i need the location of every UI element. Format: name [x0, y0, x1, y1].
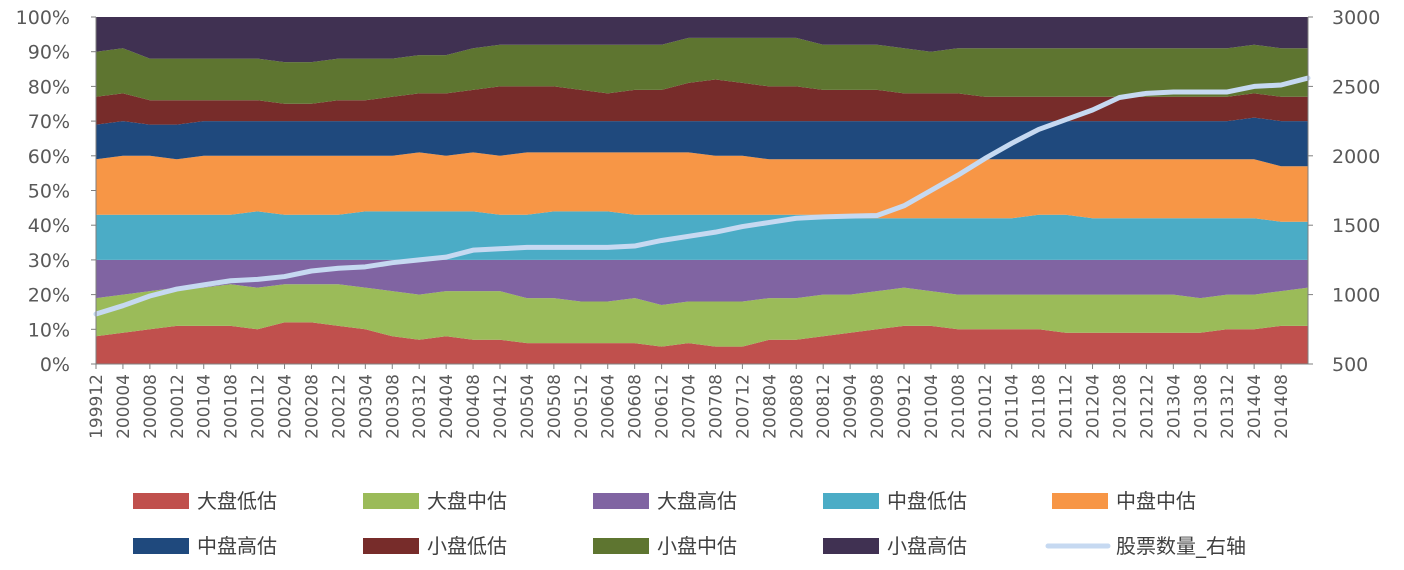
x-tick-label: 200204: [276, 374, 296, 439]
x-tick-label: 200604: [599, 374, 619, 439]
legend-swatch: [593, 538, 649, 554]
x-tick-label: 200904: [841, 374, 861, 439]
axes-group: 0% 10% 20% 30% 40% 50% 60% 70% 80% 90% 100% 500 1000…: [16, 7, 1381, 439]
legend-label: 股票数量_右轴: [1116, 534, 1246, 558]
x-tick-label: 201408: [1272, 374, 1292, 439]
area-series-2: [96, 284, 1308, 347]
left-tick-label: 100%: [16, 7, 70, 29]
left-tick-label: 90%: [28, 42, 70, 64]
x-tick-label: 201112: [1057, 374, 1077, 439]
legend-swatch: [823, 538, 879, 554]
left-tick-label: 40%: [28, 215, 70, 237]
area-series-group: [96, 17, 1308, 364]
legend-swatch: [363, 538, 419, 554]
right-tick-label: 1500: [1332, 215, 1380, 237]
x-tick-label: 200708: [706, 374, 726, 439]
right-tick-label: 1000: [1332, 285, 1380, 307]
legend-swatch: [133, 493, 189, 509]
x-tick-label: 201008: [949, 374, 969, 439]
stock-count-line: [93, 75, 1311, 317]
x-tick-label: 200104: [195, 374, 215, 439]
x-tick-label: 201004: [922, 374, 942, 439]
area-series-7: [96, 79, 1308, 125]
right-tick-label: 500: [1332, 354, 1368, 376]
x-tick-label: 201212: [1137, 374, 1157, 439]
legend-swatch: [823, 493, 879, 509]
legend-label: 中盘低估: [887, 489, 967, 513]
x-tick-label: 200408: [464, 374, 484, 439]
x-tick-label: 200812: [814, 374, 834, 439]
left-tick-label: 70%: [28, 111, 70, 133]
left-tick-label: 10%: [28, 319, 70, 341]
legend-label: 小盘高估: [887, 534, 967, 558]
legend-swatch: [363, 493, 419, 509]
area-series-3: [96, 259, 1308, 306]
area-series-8: [96, 37, 1308, 104]
legend-label: 中盘高估: [197, 534, 277, 558]
left-tick-label: 60%: [28, 146, 70, 168]
area-series-9: [96, 17, 1308, 63]
x-tick-label: 201404: [1245, 374, 1265, 439]
x-tick-label: 200208: [302, 374, 322, 439]
x-tick-label: 200004: [114, 374, 134, 439]
x-tick-label: 200012: [168, 374, 188, 439]
legend-label: 小盘中估: [657, 534, 737, 558]
x-tick-label: 201304: [1164, 374, 1184, 439]
x-tick-label: 200712: [733, 374, 753, 439]
left-tick-label: 20%: [28, 285, 70, 307]
legend-label: 大盘中估: [427, 489, 507, 513]
legend-swatch: [593, 493, 649, 509]
x-tick-label: 200008: [141, 374, 161, 439]
x-tick-label: 199912: [87, 374, 107, 439]
x-tick-label: 200108: [222, 374, 242, 439]
left-tick-label: 50%: [28, 181, 70, 203]
x-tick-label: 200804: [760, 374, 780, 439]
x-tick-label: 200304: [356, 374, 376, 439]
left-tick-label: 0%: [40, 354, 70, 376]
left-tick-label: 30%: [28, 250, 70, 272]
x-tick-label: 200412: [491, 374, 511, 439]
right-tick-label: 2500: [1332, 76, 1380, 98]
x-tick-label: 201312: [1218, 374, 1238, 439]
x-tick-label: 200704: [680, 374, 700, 439]
x-tick-label: 200608: [626, 374, 646, 439]
right-tick-label: 3000: [1332, 7, 1380, 29]
x-tick-label: 200512: [572, 374, 592, 439]
area-series-5: [96, 152, 1308, 222]
left-tick-label: 80%: [28, 76, 70, 98]
area-series-6: [96, 117, 1308, 167]
x-tick-label: 200808: [787, 374, 807, 439]
legend-swatch: [1052, 493, 1108, 509]
legend-label: 中盘中估: [1116, 489, 1196, 513]
x-tick-label: 200404: [437, 374, 457, 439]
x-tick-label: 200212: [329, 374, 349, 439]
x-tick-label: 201012: [976, 374, 996, 439]
legend-label: 小盘低估: [427, 534, 507, 558]
right-tick-label: 2000: [1332, 146, 1380, 168]
x-tick-label: 201308: [1191, 374, 1211, 439]
x-tick-label: 200312: [410, 374, 430, 439]
stock-count-line-group: [93, 75, 1311, 317]
x-tick-label: 200912: [895, 374, 915, 439]
x-tick-label: 200612: [653, 374, 673, 439]
x-tick-label: 201108: [1030, 374, 1050, 439]
area-series-1: [96, 322, 1308, 364]
x-tick-label: 200908: [868, 374, 888, 439]
x-tick-label: 200308: [383, 374, 403, 439]
x-tick-label: 201104: [1003, 374, 1023, 439]
legend-swatch: [133, 538, 189, 554]
x-tick-label: 200504: [518, 374, 538, 439]
legend-label: 大盘高估: [657, 489, 737, 513]
x-tick-label: 200508: [545, 374, 565, 439]
legend-label: 大盘低估: [197, 489, 277, 513]
x-tick-label: 200112: [249, 374, 269, 439]
x-tick-label: 201208: [1110, 374, 1130, 439]
x-tick-label: 201204: [1084, 374, 1104, 439]
